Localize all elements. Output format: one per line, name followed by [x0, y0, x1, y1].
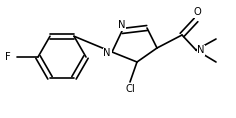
Text: N: N — [118, 20, 126, 30]
Text: N: N — [197, 45, 205, 55]
Text: O: O — [193, 7, 201, 17]
Text: Cl: Cl — [125, 84, 135, 94]
Text: N: N — [104, 48, 111, 58]
Text: F: F — [5, 52, 11, 62]
